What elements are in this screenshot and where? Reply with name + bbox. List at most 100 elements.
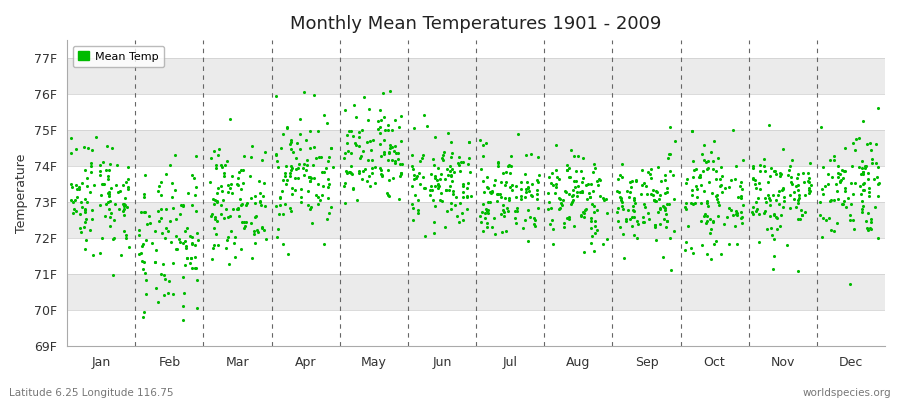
- Point: [104, 210, 118, 216]
- Point: [717, 220, 732, 227]
- Point: [661, 188, 675, 195]
- Point: [189, 208, 203, 214]
- Point: [791, 192, 806, 198]
- Point: [313, 197, 328, 204]
- Point: [456, 217, 471, 224]
- Point: [814, 124, 828, 130]
- Point: [631, 221, 645, 227]
- Point: [376, 114, 391, 120]
- Point: [709, 168, 724, 174]
- Point: [340, 132, 355, 138]
- Point: [387, 160, 401, 167]
- Point: [256, 193, 270, 200]
- Point: [626, 203, 640, 209]
- Point: [527, 217, 542, 224]
- Point: [274, 202, 288, 208]
- Point: [119, 232, 133, 238]
- Point: [317, 241, 331, 247]
- Point: [136, 241, 150, 248]
- Point: [364, 146, 378, 153]
- Point: [361, 117, 375, 124]
- Point: [163, 217, 177, 224]
- Point: [704, 226, 718, 233]
- Point: [717, 184, 732, 191]
- Point: [844, 180, 859, 186]
- Point: [415, 155, 429, 162]
- Point: [694, 182, 708, 188]
- Point: [94, 192, 108, 198]
- Point: [843, 201, 858, 207]
- Point: [428, 202, 442, 209]
- Point: [560, 215, 574, 221]
- Point: [843, 280, 858, 287]
- Point: [445, 150, 459, 156]
- Point: [220, 234, 235, 241]
- Point: [117, 228, 131, 234]
- Point: [284, 163, 298, 170]
- Point: [628, 177, 643, 184]
- Point: [404, 183, 419, 189]
- Point: [746, 204, 760, 210]
- Point: [735, 157, 750, 163]
- Point: [377, 148, 392, 155]
- Point: [587, 248, 601, 255]
- Point: [804, 182, 818, 188]
- Point: [735, 214, 750, 220]
- Point: [638, 204, 652, 210]
- Point: [753, 168, 768, 174]
- Point: [613, 172, 627, 178]
- Point: [855, 181, 869, 188]
- Point: [679, 204, 693, 210]
- Point: [698, 210, 712, 217]
- Point: [364, 156, 379, 163]
- Point: [644, 191, 659, 197]
- Point: [404, 162, 419, 169]
- Point: [138, 209, 152, 215]
- Point: [324, 144, 338, 151]
- Point: [746, 163, 760, 170]
- Point: [258, 202, 273, 209]
- Point: [870, 105, 885, 111]
- Point: [338, 200, 352, 207]
- Point: [777, 198, 791, 204]
- Point: [231, 175, 246, 181]
- Point: [150, 188, 165, 194]
- Point: [273, 194, 287, 201]
- Point: [84, 169, 98, 175]
- Point: [230, 204, 245, 211]
- Point: [596, 194, 610, 201]
- Point: [699, 198, 714, 204]
- Point: [365, 165, 380, 172]
- Point: [280, 124, 294, 130]
- Point: [845, 216, 859, 223]
- Point: [338, 107, 352, 114]
- Point: [269, 152, 284, 158]
- Point: [104, 185, 119, 192]
- Point: [556, 197, 571, 204]
- Point: [696, 168, 710, 174]
- Point: [150, 208, 165, 214]
- Point: [116, 181, 130, 188]
- Point: [431, 181, 446, 188]
- Point: [207, 148, 221, 154]
- Point: [323, 204, 338, 210]
- Point: [68, 197, 83, 204]
- Point: [344, 170, 358, 176]
- Point: [686, 174, 700, 180]
- Point: [826, 228, 841, 234]
- Point: [636, 214, 651, 220]
- Point: [315, 192, 329, 198]
- Point: [168, 246, 183, 252]
- Point: [700, 200, 715, 206]
- Point: [558, 188, 572, 194]
- Point: [656, 203, 670, 210]
- Point: [274, 144, 289, 151]
- Point: [428, 173, 442, 180]
- Point: [529, 177, 544, 183]
- Point: [491, 160, 505, 166]
- Point: [208, 197, 222, 203]
- Point: [161, 278, 176, 284]
- Point: [658, 172, 672, 178]
- Point: [326, 164, 340, 171]
- Point: [864, 219, 878, 225]
